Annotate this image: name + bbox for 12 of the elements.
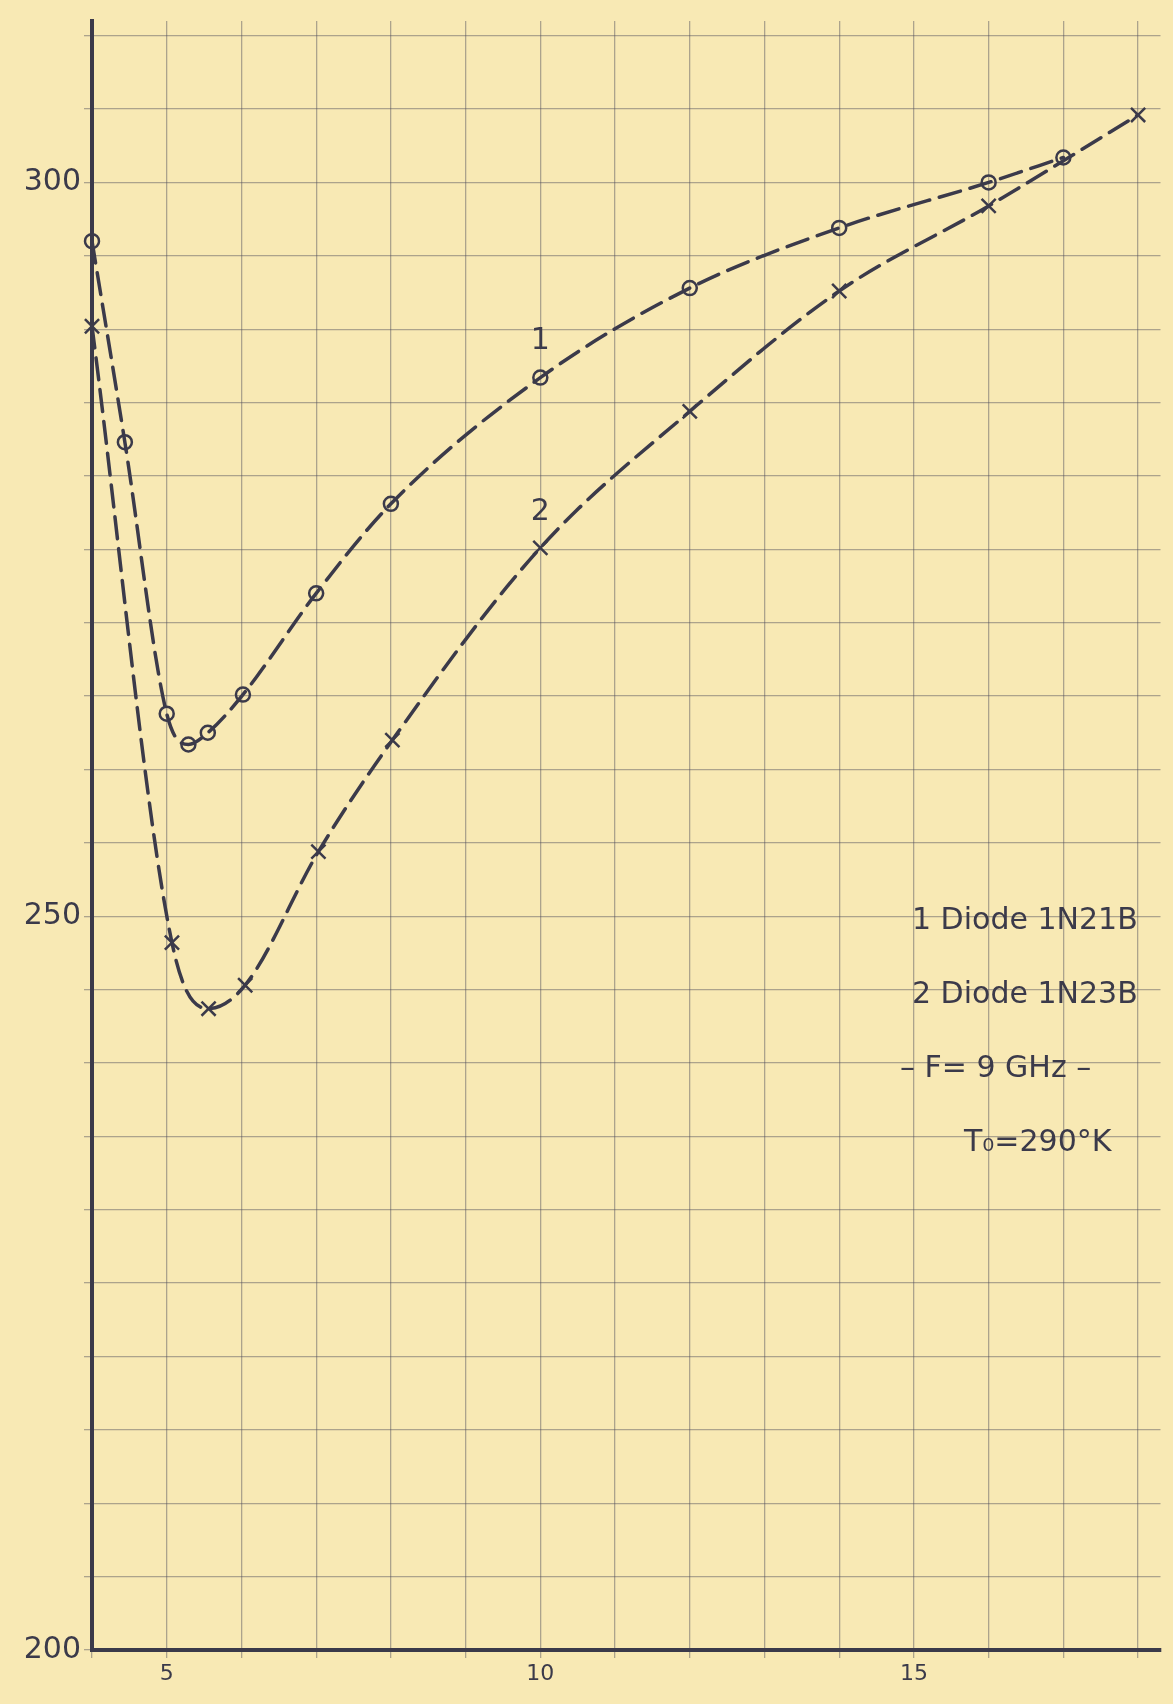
y-tick-label: 300 [23,162,81,198]
annotation: 1 Diode 1N21B [912,900,1138,936]
annotation: T₀=290°K [963,1122,1113,1158]
x-tick-label: 5 [159,1659,174,1685]
x-tick-label: 10 [526,1659,555,1685]
y-tick-label: 250 [23,896,81,932]
series-label: 1 [530,321,550,357]
annotation: 2 Diode 1N23B [912,974,1138,1010]
x-tick-label: 15 [899,1659,928,1685]
series-label: 2 [530,491,550,527]
annotation: – F= 9 GHz – [900,1048,1092,1084]
y-tick-label: 200 [23,1629,81,1665]
